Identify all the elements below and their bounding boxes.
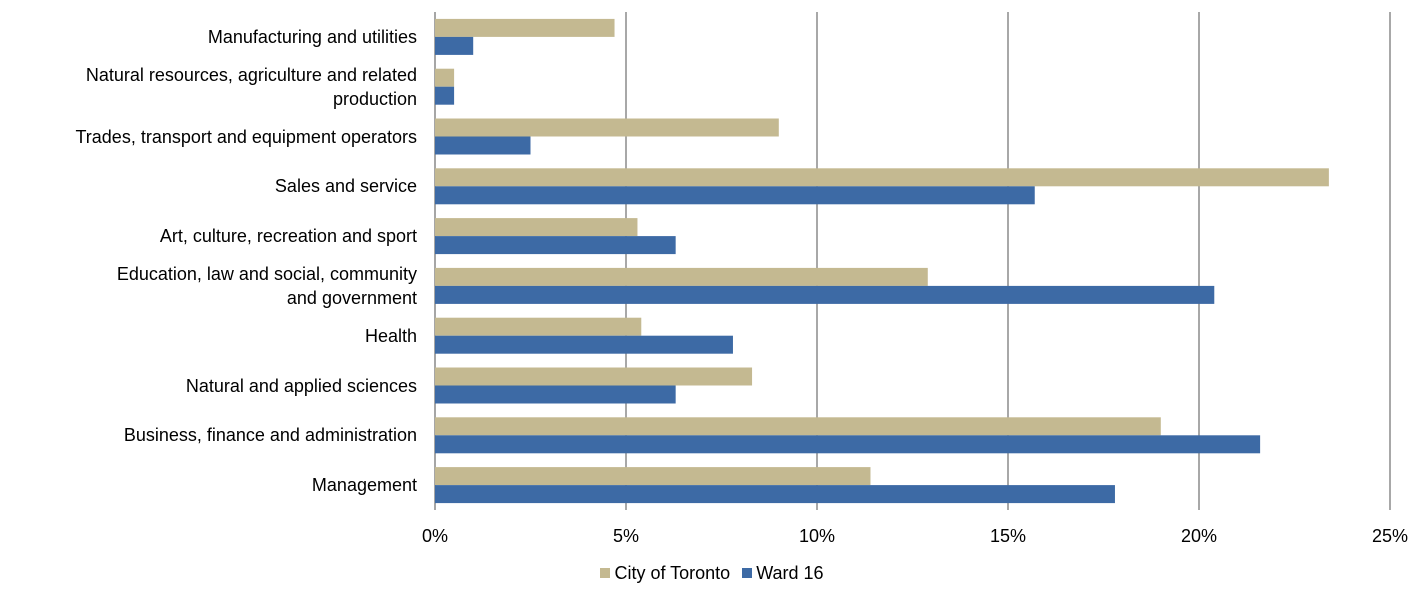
legend: City of Toronto Ward 16 bbox=[0, 560, 1424, 586]
category-label-line: Health bbox=[364, 325, 417, 346]
category-label-line: Sales and service bbox=[274, 176, 417, 197]
bar-city-of-toronto bbox=[435, 417, 1161, 436]
legend-label-city-of-toronto: City of Toronto bbox=[614, 562, 731, 583]
category-label: Natural and applied sciences bbox=[0, 374, 417, 398]
bar-ward-16 bbox=[435, 435, 1261, 454]
category-label-line: Trades, transport and equipment operator… bbox=[75, 126, 417, 147]
category-label: Health bbox=[0, 324, 417, 348]
bar-city-of-toronto bbox=[435, 367, 753, 386]
category-label: Art, culture, recreation and sport bbox=[0, 224, 417, 248]
bar-city-of-toronto bbox=[435, 168, 1329, 187]
x-tick-label: 15% bbox=[990, 526, 1026, 546]
category-label-line: and government bbox=[286, 287, 417, 308]
category-label: Education, law and social, community and … bbox=[0, 262, 417, 310]
x-tick-label: 20% bbox=[1181, 526, 1217, 546]
category-label-line: Business, finance and administration bbox=[123, 425, 417, 446]
category-label-line: Natural resources, agriculture and relat… bbox=[85, 64, 417, 85]
category-label-line: Manufacturing and utilities bbox=[207, 26, 417, 47]
bar-ward-16 bbox=[435, 236, 676, 255]
legend-label-ward-16: Ward 16 bbox=[756, 562, 824, 583]
legend-item-city-of-toronto: City of Toronto bbox=[600, 563, 730, 584]
category-label-line: production bbox=[332, 88, 417, 109]
bar-ward-16 bbox=[435, 285, 1215, 304]
legend-item-ward-16: Ward 16 bbox=[742, 562, 824, 584]
bar-ward-16 bbox=[435, 335, 733, 354]
bar-ward-16 bbox=[435, 136, 531, 155]
category-label: Manufacturing and utilities bbox=[0, 25, 417, 49]
bar-ward-16 bbox=[435, 86, 455, 105]
bar-ward-16 bbox=[435, 385, 676, 404]
category-label: Management bbox=[0, 473, 417, 497]
bar-city-of-toronto bbox=[435, 267, 928, 286]
category-label-line: Natural and applied sciences bbox=[185, 375, 417, 396]
bar-city-of-toronto bbox=[435, 317, 642, 336]
bar-ward-16 bbox=[435, 485, 1115, 504]
category-label: Trades, transport and equipment operator… bbox=[0, 125, 417, 149]
category-label: Business, finance and administration bbox=[0, 423, 417, 447]
bar-city-of-toronto bbox=[435, 467, 871, 486]
bar-city-of-toronto bbox=[435, 118, 779, 137]
category-label: Sales and service bbox=[0, 174, 417, 198]
x-tick-label: 5% bbox=[613, 526, 639, 546]
x-tick-label: 10% bbox=[799, 526, 835, 546]
bar-ward-16 bbox=[435, 186, 1035, 205]
category-label-line: Art, culture, recreation and sport bbox=[159, 226, 417, 247]
bar-city-of-toronto bbox=[435, 218, 638, 237]
x-tick-label: 0% bbox=[422, 526, 448, 546]
bar-city-of-toronto bbox=[435, 18, 615, 37]
category-label-line: Education, law and social, community bbox=[116, 263, 417, 284]
legend-swatch-city-of-toronto bbox=[600, 568, 611, 578]
category-label: Natural resources, agriculture and relat… bbox=[0, 63, 417, 111]
x-tick-label: 25% bbox=[1372, 526, 1408, 546]
category-label-line: Management bbox=[311, 475, 417, 496]
bar-ward-16 bbox=[435, 36, 474, 55]
bar-city-of-toronto bbox=[435, 68, 455, 87]
legend-swatch-ward-16 bbox=[742, 568, 753, 578]
